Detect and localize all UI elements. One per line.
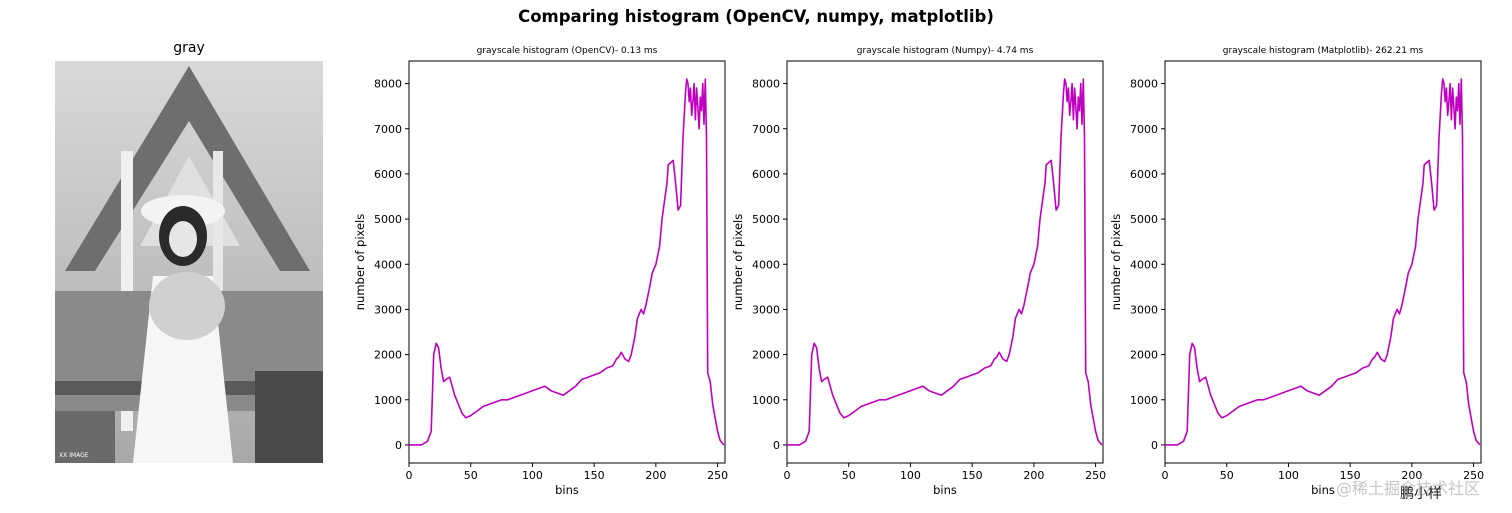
y-tick-label: 2000: [1130, 349, 1158, 362]
y-tick-label: 0: [395, 439, 402, 452]
plot-frame: [1164, 60, 1482, 464]
histogram-line: [1165, 78, 1481, 446]
y-tick-label: 7000: [1130, 123, 1158, 136]
plot-frame: [786, 60, 1104, 464]
x-tick-label: 200: [645, 469, 666, 482]
x-tick-label: 100: [1278, 469, 1299, 482]
y-tick-label: 0: [1151, 439, 1158, 452]
y-tick-label: 2000: [752, 349, 780, 362]
chart-title: grayscale histogram (Matplotlib)- 262.21…: [1223, 46, 1424, 56]
x-axis-label: bins: [555, 483, 579, 497]
x-tick-label: 50: [464, 469, 478, 482]
x-tick-label: 150: [584, 469, 605, 482]
chart-title: grayscale histogram (Numpy)- 4.74 ms: [857, 46, 1034, 56]
y-axis-label: number of pixels: [1109, 214, 1123, 311]
y-tick-label: 8000: [752, 78, 780, 91]
photo-face: [169, 221, 197, 257]
histogram-line: [787, 78, 1103, 446]
histogram-line: [409, 78, 725, 446]
y-tick-label: 5000: [374, 213, 402, 226]
y-tick-label: 8000: [1130, 78, 1158, 91]
photo-pole-right: [213, 151, 223, 401]
y-tick-label: 3000: [1130, 303, 1158, 316]
photo-ground: [55, 411, 115, 463]
x-tick-label: 100: [900, 469, 921, 482]
x-tick-label: 150: [962, 469, 983, 482]
y-tick-label: 5000: [752, 213, 780, 226]
y-tick-label: 2000: [374, 349, 402, 362]
y-tick-label: 1000: [374, 394, 402, 407]
gray-image-title: gray: [173, 40, 205, 56]
y-tick-label: 0: [773, 439, 780, 452]
y-tick-label: 5000: [1130, 213, 1158, 226]
y-tick-label: 7000: [752, 123, 780, 136]
chart-title: grayscale histogram (OpenCV)- 0.13 ms: [477, 46, 658, 56]
y-tick-label: 1000: [752, 394, 780, 407]
histogram-chart-numpy: grayscale histogram (Numpy)- 4.74 ms 0 50 1…: [731, 46, 1106, 497]
x-tick-label: 150: [1340, 469, 1361, 482]
photo-flowers: [149, 272, 225, 340]
x-axis-label: bins: [933, 483, 957, 497]
plot-frame: [408, 60, 726, 464]
x-tick-label: 250: [1463, 469, 1484, 482]
x-tick-label: 200: [1023, 469, 1044, 482]
y-axis-label: number of pixels: [731, 214, 745, 311]
histogram-chart-matplotlib: grayscale histogram (Matplotlib)- 262.21…: [1109, 46, 1484, 497]
x-tick-label: 200: [1401, 469, 1422, 482]
y-tick-label: 4000: [374, 258, 402, 271]
x-tick-label: 0: [784, 469, 791, 482]
y-tick-label: 6000: [1130, 168, 1158, 181]
y-tick-label: 7000: [374, 123, 402, 136]
y-tick-label: 3000: [752, 303, 780, 316]
watermark-text: @稀土掘金技术社区: [1336, 479, 1481, 498]
watermark-signature: 鹏小样: [1400, 486, 1442, 502]
photo-plants: [255, 371, 323, 463]
y-tick-label: 8000: [374, 78, 402, 91]
y-axis-label: number of pixels: [353, 214, 367, 311]
x-tick-label: 250: [707, 469, 728, 482]
histogram-chart-opencv: grayscale histogram (OpenCV)- 0.13 ms 0 50…: [353, 46, 728, 497]
x-tick-label: 50: [842, 469, 856, 482]
photo-corner-text: XX IMAGE: [59, 452, 89, 459]
x-tick-label: 50: [1220, 469, 1234, 482]
y-tick-label: 6000: [374, 168, 402, 181]
x-tick-label: 0: [406, 469, 413, 482]
y-tick-label: 1000: [1130, 394, 1158, 407]
x-tick-label: 250: [1085, 469, 1106, 482]
y-tick-label: 6000: [752, 168, 780, 181]
y-tick-label: 4000: [1130, 258, 1158, 271]
y-tick-label: 4000: [752, 258, 780, 271]
x-tick-label: 0: [1162, 469, 1169, 482]
grayscale-photo: XX IMAGE: [55, 61, 323, 463]
x-axis-label: bins: [1311, 483, 1335, 497]
x-tick-label: 100: [522, 469, 543, 482]
y-tick-label: 3000: [374, 303, 402, 316]
figure-title: Comparing histogram (OpenCV, numpy, matp…: [518, 7, 994, 26]
